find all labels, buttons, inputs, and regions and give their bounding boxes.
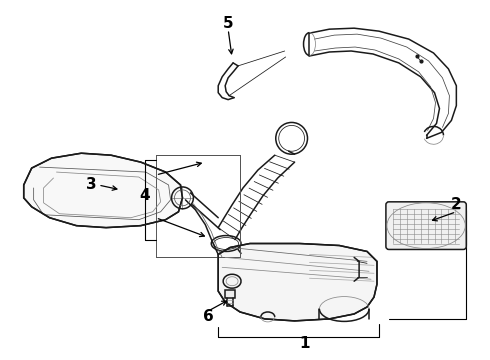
Text: 1: 1: [299, 336, 310, 351]
Polygon shape: [218, 243, 377, 321]
Text: 6: 6: [203, 310, 214, 324]
Polygon shape: [225, 290, 235, 298]
Polygon shape: [24, 153, 182, 228]
Text: 5: 5: [223, 16, 233, 31]
Text: 3: 3: [86, 177, 97, 193]
Text: 4: 4: [140, 188, 150, 203]
FancyBboxPatch shape: [386, 202, 466, 249]
Text: 2: 2: [451, 197, 462, 212]
